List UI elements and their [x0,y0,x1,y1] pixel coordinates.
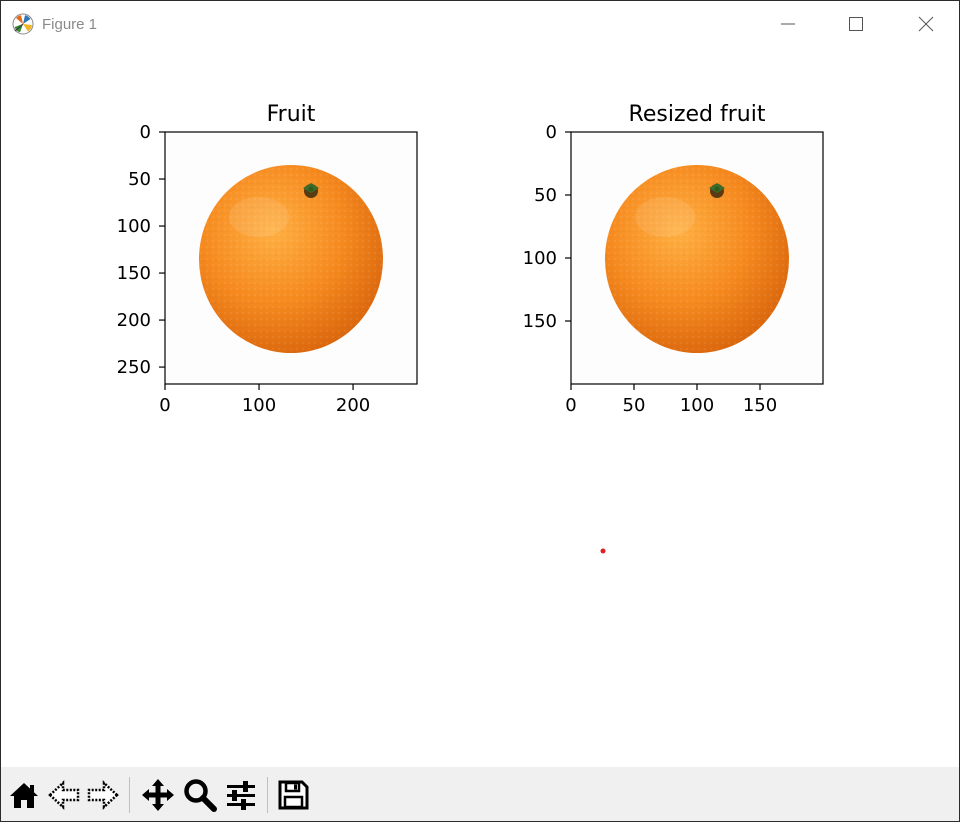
move-icon [142,779,174,811]
x-tick-label: 0 [159,395,170,416]
home-button[interactable] [5,776,43,814]
toolbar-separator [267,777,268,813]
window-title: Figure 1 [42,16,98,33]
minimize-icon [781,23,795,25]
orange-image [605,165,789,353]
y-tick-label: 50 [128,169,151,190]
y-tick-label: 150 [523,311,557,332]
navigation-toolbar [1,767,959,821]
y-ticks: 0 50 100 150 200 250 [117,122,165,378]
x-tick-label: 0 [565,395,576,416]
save-button[interactable] [274,776,312,814]
x-ticks: 0 50 100 150 [565,384,777,416]
y-tick-label: 100 [523,248,557,269]
figure-svg[interactable]: Fruit 0 100 200 0 50 100 150 200 250 [1,47,959,767]
figure-canvas[interactable]: Fruit 0 100 200 0 50 100 150 200 250 [1,47,959,767]
y-tick-label: 0 [140,122,151,143]
y-tick-label: 50 [534,185,557,206]
maximize-button[interactable] [821,1,891,47]
cursor-dot [600,548,606,554]
x-ticks: 0 100 200 [159,384,370,416]
y-tick-label: 250 [117,357,151,378]
pan-button[interactable] [139,776,177,814]
y-tick-label: 100 [117,216,151,237]
close-icon [918,16,934,32]
axes-resized-fruit[interactable]: Resized fruit 0 50 100 150 0 50 100 150 [523,102,824,416]
x-tick-label: 100 [680,395,714,416]
back-arrow-icon [48,780,80,810]
x-tick-label: 150 [743,395,777,416]
y-ticks: 0 50 100 150 [523,122,571,332]
toolbar-separator [129,777,130,813]
minimize-button[interactable] [753,1,823,47]
home-icon [10,783,38,808]
sliders-icon [227,781,255,810]
forward-arrow-icon [87,780,119,810]
floppy-disk-icon [278,780,309,810]
orange-stem-icon [303,183,319,198]
forward-button[interactable] [84,776,122,814]
configure-subplots-button[interactable] [222,776,260,814]
x-tick-label: 200 [336,395,370,416]
y-tick-label: 0 [546,122,557,143]
matplotlib-logo-icon [12,13,34,35]
axes-frame [164,131,418,385]
x-tick-label: 50 [623,395,646,416]
maximize-icon [849,17,863,31]
x-tick-label: 100 [242,395,276,416]
zoom-button[interactable] [181,776,219,814]
orange-image [199,165,383,353]
orange-stem-icon [709,183,725,198]
y-tick-label: 150 [117,263,151,284]
axes-title: Resized fruit [629,102,766,127]
close-button[interactable] [891,1,959,47]
magnifier-icon [184,779,217,812]
back-button[interactable] [45,776,83,814]
axes-fruit[interactable]: Fruit 0 100 200 0 50 100 150 200 250 [117,102,418,416]
axes-title: Fruit [267,102,316,127]
title-bar[interactable]: Figure 1 [1,1,959,47]
y-tick-label: 200 [117,310,151,331]
